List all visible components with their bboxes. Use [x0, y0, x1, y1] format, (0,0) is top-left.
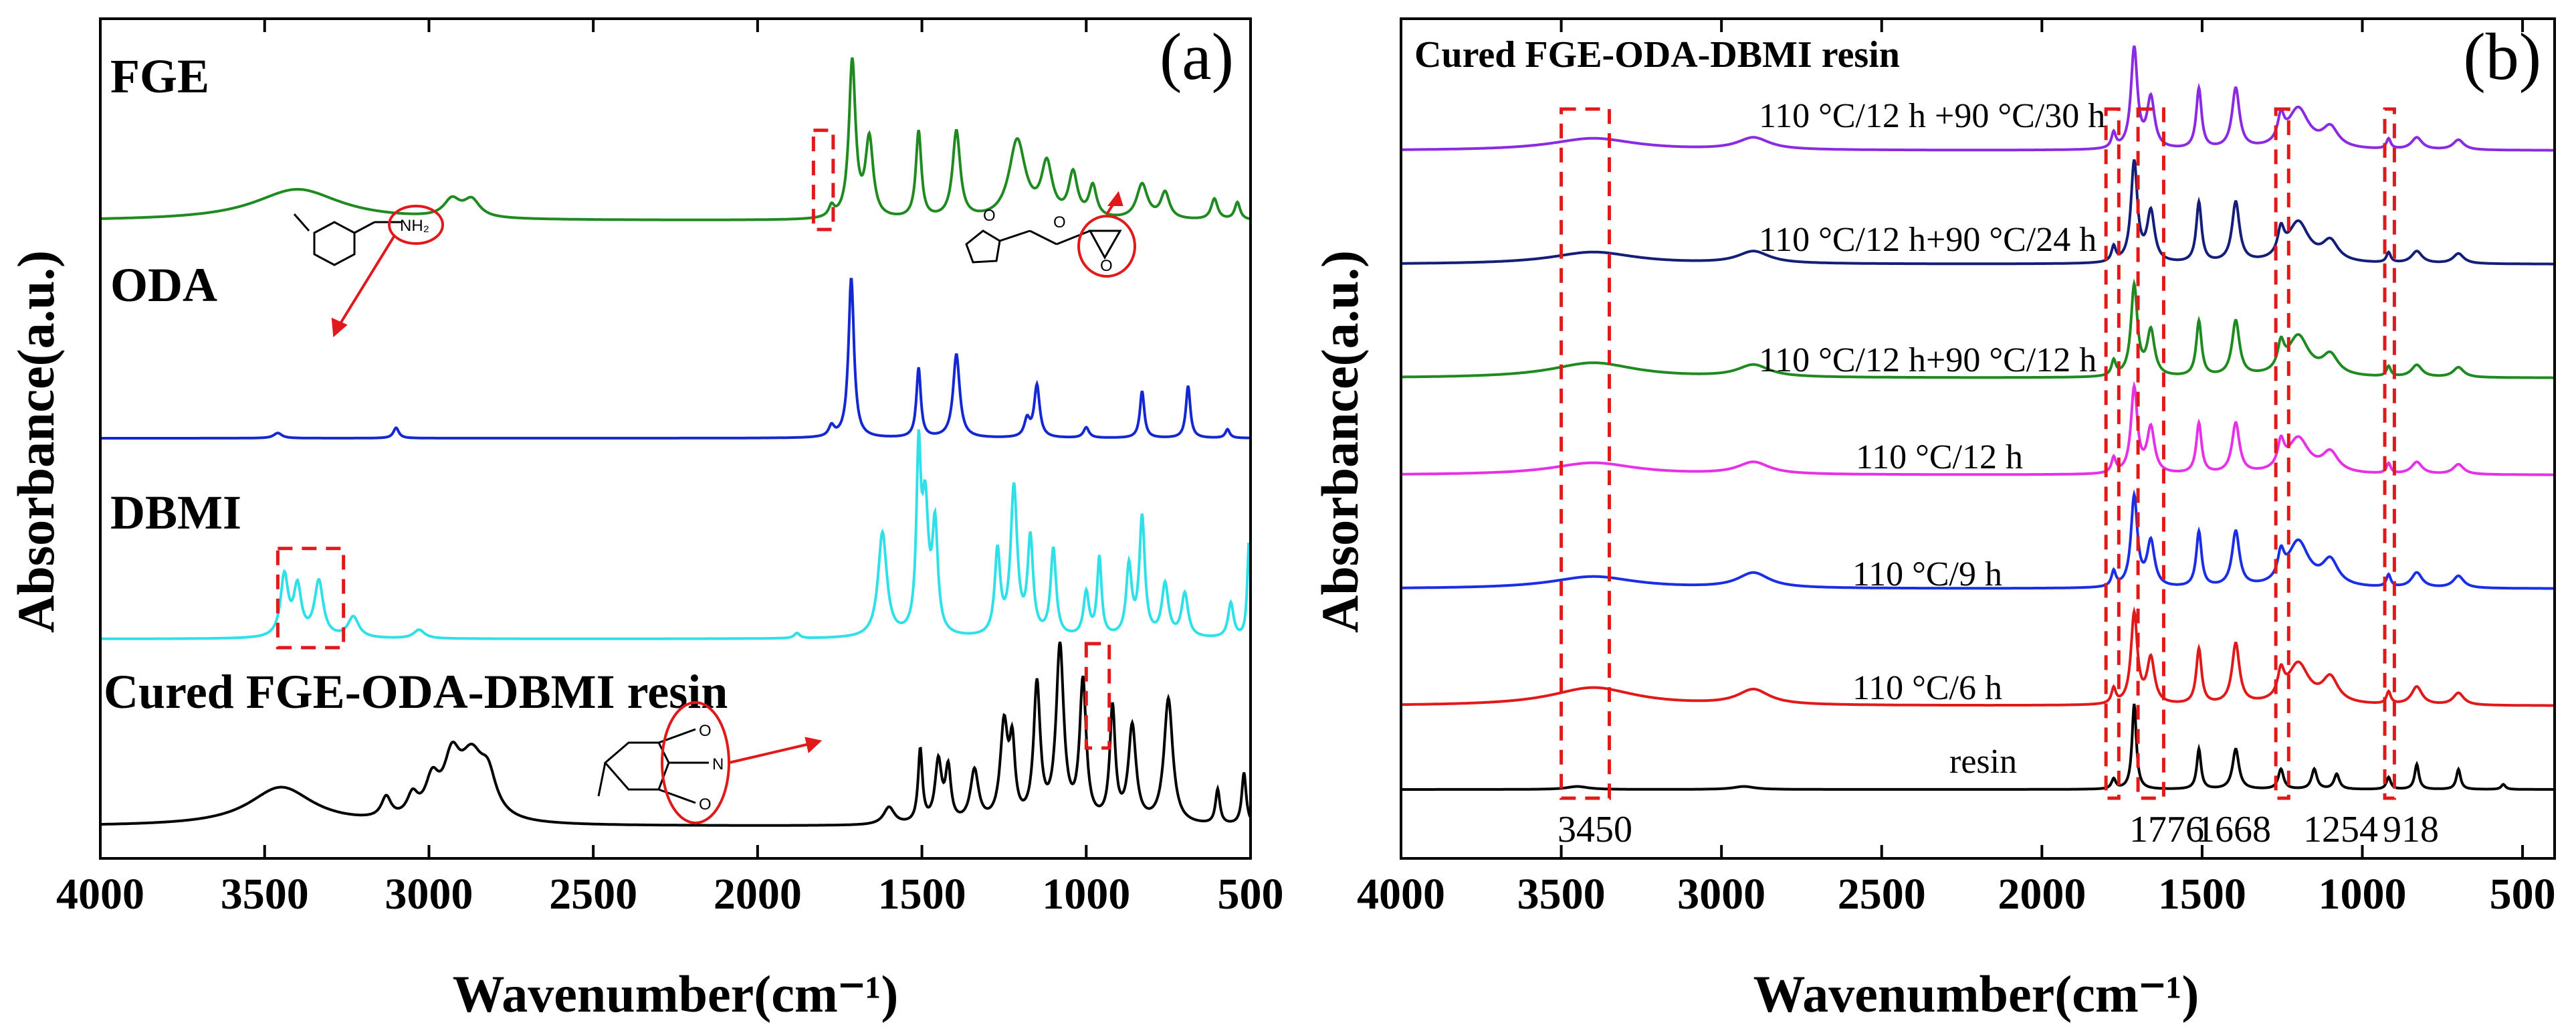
x-tick-label: 2000: [1998, 870, 2086, 919]
series-line-110-c-12-h-90-c-24-h: [1401, 159, 2555, 266]
annotation-dashed-box: [276, 547, 346, 650]
series-line-110-c-12-h-90-c-30-h: [1401, 45, 2555, 152]
panel-b-x-ticks: 4000 3500 3000 2500 2000 1500 1000 500: [1357, 19, 2556, 919]
series-line-oda: [100, 429, 1252, 640]
x-tick-label: 3500: [1517, 870, 1606, 919]
x-tick-label: 3000: [385, 870, 473, 919]
svg-text:O: O: [983, 207, 996, 225]
peak-label-1668: 1668: [2196, 809, 2271, 850]
panel-a-x-ticks: 4000 3500 3000 2500 2000 1500 1000 500: [56, 19, 1284, 919]
svg-text:O: O: [699, 722, 712, 740]
x-tick-label: 1000: [2319, 870, 2407, 919]
x-tick-label: 2500: [549, 870, 637, 919]
panel-b-xlabel: Wavenumber(cm⁻¹): [1753, 965, 2199, 1023]
x-tick-label: 1500: [878, 870, 966, 919]
x-tick-label: 3000: [1677, 870, 1765, 919]
panel-a-xlabel: Wavenumber(cm⁻¹): [453, 965, 899, 1023]
panel-a-annotations: [276, 128, 1111, 750]
annotation-dashed-box: [2274, 107, 2290, 800]
x-tick-label: 3500: [221, 870, 309, 919]
series-line-110-c-9-h: [1401, 489, 2555, 590]
x-tick-label: 1500: [2158, 870, 2246, 919]
svg-text:O: O: [699, 796, 712, 814]
series-label-12h-12h: 110 °C/12 h+90 °C/12 h: [1759, 341, 2097, 379]
peak-label-1254: 1254: [2303, 809, 2378, 850]
annotation-dashed-box: [2383, 107, 2396, 800]
label-fge: FGE: [110, 50, 209, 103]
molecule-fge-epoxide: O O O: [965, 207, 1136, 278]
label-dbmi: DBMI: [110, 486, 241, 539]
panel-a-series: [100, 57, 1252, 827]
series-line-110-c-12-h: [1401, 381, 2555, 476]
panel-a: 4000 3500 3000 2500 2000 1500 1000 500 (a) FGE …: [7, 17, 1284, 1023]
panel-a-label: (a): [1160, 19, 1234, 94]
series-line-dbmi: [100, 278, 1251, 440]
series-label-6h: 110 °C/6 h: [1852, 669, 2002, 707]
svg-text:O: O: [1100, 257, 1113, 275]
series-line-cured-fge-oda-dbmi-resin: [100, 57, 1251, 221]
panel-b: 4000 3500 3000 2500 2000 1500 1000 500 (b) Cure…: [1311, 17, 2556, 1023]
svg-text:O: O: [1053, 213, 1066, 231]
x-tick-label: 500: [2490, 870, 2556, 919]
molecule-arrows: [331, 191, 1123, 764]
label-cured-resin: Cured FGE-ODA-DBMI resin: [104, 665, 728, 719]
annotation-dashed-box: [811, 128, 835, 231]
annotation-dashed-box: [1084, 642, 1111, 750]
panel-a-ylabel: Absorbance(a.u.): [7, 250, 65, 633]
x-tick-label: 4000: [56, 870, 144, 919]
panel-b-series: [1401, 45, 2555, 791]
molecule-oda-amine: NH₂: [293, 205, 444, 266]
x-tick-label: 1000: [1042, 870, 1130, 919]
x-tick-label: 2500: [1838, 870, 1926, 919]
x-tick-label: 2000: [714, 870, 802, 919]
series-label-12h: 110 °C/12 h: [1856, 438, 2023, 476]
series-label-30h: 110 °C/12 h +90 °C/30 h: [1759, 97, 2105, 135]
series-line-110-c-6-h: [1401, 606, 2555, 707]
series-label-resin: resin: [1949, 743, 2017, 781]
annotation-dashed-box: [2104, 107, 2121, 800]
panel-b-frame: [1400, 17, 2556, 860]
series-line-resin: [1401, 703, 2555, 791]
svg-text:NH₂: NH₂: [400, 217, 429, 235]
panel-b-label: (b): [2463, 19, 2541, 94]
annotation-dashed-box: [2136, 107, 2165, 800]
peak-label-918: 918: [2383, 809, 2439, 850]
panel-b-title: Cured FGE-ODA-DBMI resin: [1414, 34, 1900, 76]
annotation-dashed-box: [1560, 107, 1611, 800]
x-tick-label: 500: [1218, 870, 1284, 919]
series-line-110-c-12-h-90-c-12-h: [1401, 278, 2555, 379]
series-label-9h: 110 °C/9 h: [1852, 555, 2002, 593]
panel-b-annotations: [1560, 107, 2396, 800]
peak-label-3450: 3450: [1558, 809, 1632, 850]
peak-label-1776: 1776: [2129, 809, 2204, 850]
x-tick-label: 4000: [1357, 870, 1445, 919]
label-oda: ODA: [110, 258, 217, 312]
panel-a-frame: [99, 17, 1252, 860]
series-line-fge: [100, 642, 1252, 827]
molecule-cured-bismaleimide: O N O: [597, 701, 730, 824]
panel-b-ylabel: Absorbance(a.u.): [1311, 250, 1369, 633]
svg-text:N: N: [712, 755, 724, 773]
series-label-24h: 110 °C/12 h+90 °C/24 h: [1759, 221, 2097, 259]
